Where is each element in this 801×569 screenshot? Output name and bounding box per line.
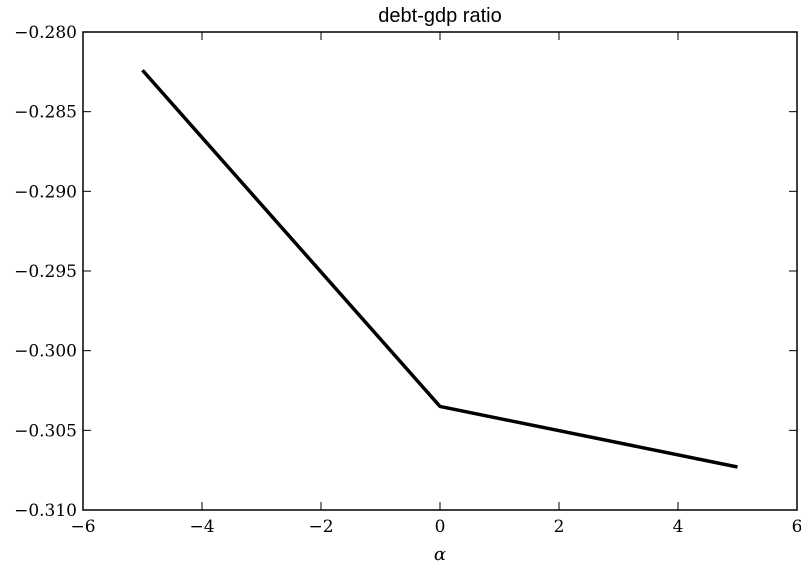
x-tick-label: −4 — [189, 517, 214, 537]
y-tick-label: −0.280 — [14, 23, 77, 43]
series-line — [141, 69, 738, 469]
y-tick-label: −0.295 — [14, 262, 77, 282]
x-axis-label: α — [434, 544, 446, 565]
x-tick-label: −2 — [308, 517, 333, 537]
ticks-layer: −6 −4 −2 0 2 4 6 −0.310 −0.305 −0.300 −0.295 −0.290… — [14, 23, 801, 537]
y-tick-label: −0.310 — [14, 501, 77, 521]
y-tick-label: −0.285 — [14, 103, 77, 123]
y-tick-label: −0.305 — [14, 421, 77, 441]
x-tick-label: 4 — [673, 517, 684, 537]
series-layer — [141, 69, 738, 469]
x-tick-label: 0 — [435, 517, 446, 537]
x-tick-label: −6 — [70, 517, 95, 537]
x-tick-label: 2 — [554, 517, 565, 537]
x-tick-label: 6 — [792, 517, 801, 537]
y-tick-label: −0.300 — [14, 342, 77, 362]
y-tick-label: −0.290 — [14, 182, 77, 202]
chart-title: debt-gdp ratio — [378, 5, 501, 27]
plot-frame — [82, 31, 798, 511]
